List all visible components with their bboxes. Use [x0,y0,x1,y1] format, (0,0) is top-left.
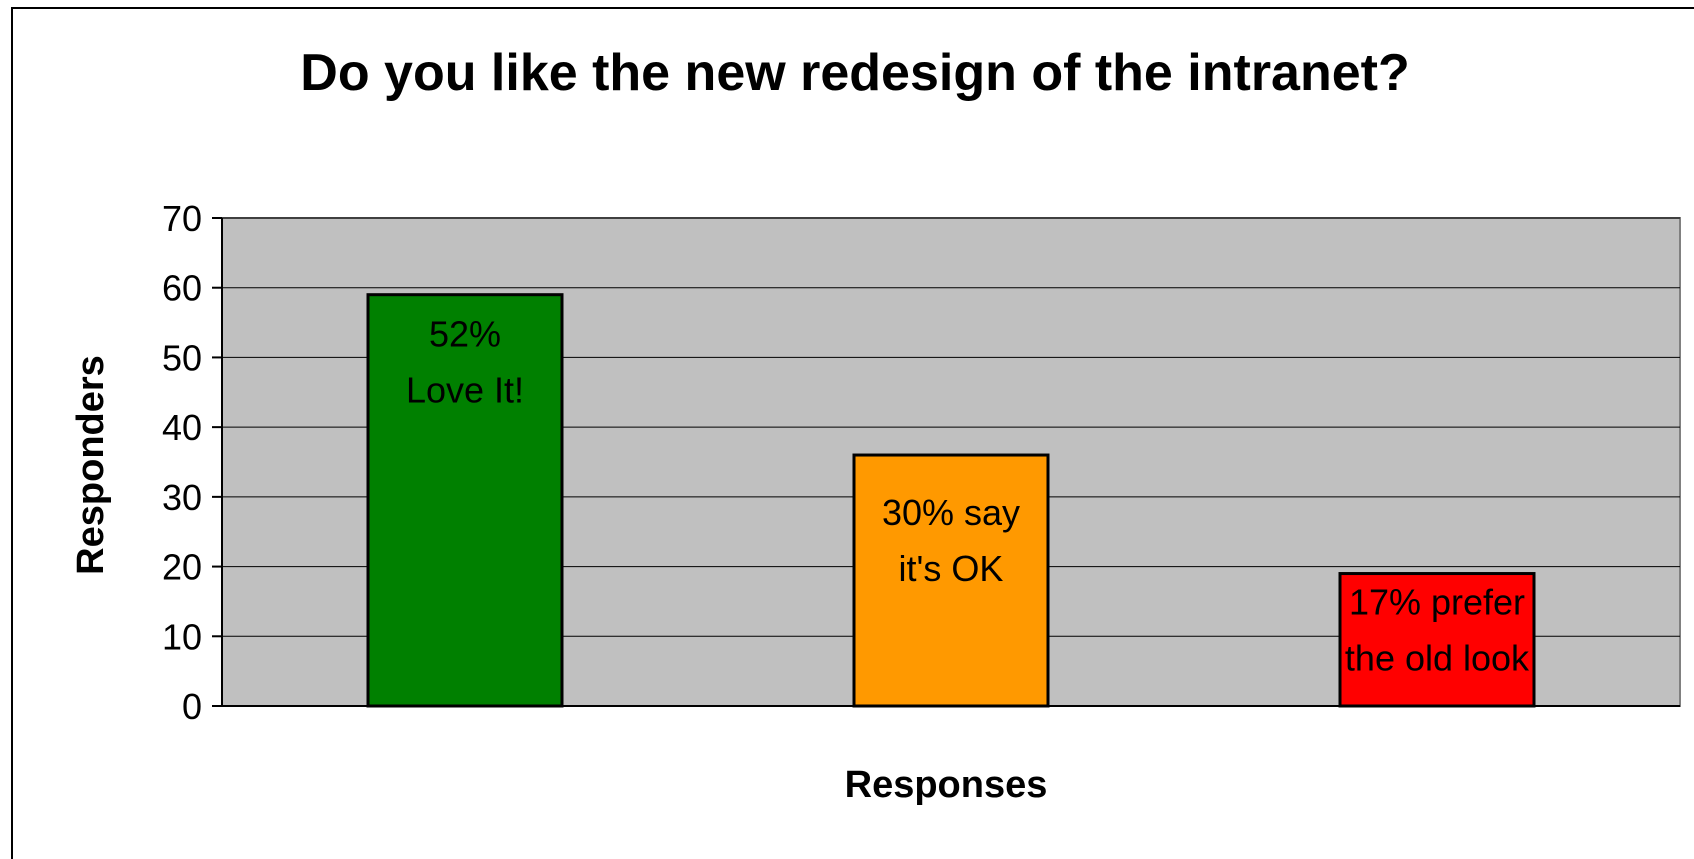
y-tick-label: 50 [162,337,202,378]
y-tick-label: 20 [162,547,202,588]
y-tick-label: 40 [162,407,202,448]
data-label-3-line-1: 17% prefer [1349,582,1525,623]
y-tick-label: 60 [162,268,202,309]
bars [366,293,1536,708]
data-label-3-line-2: the old look [1345,638,1530,679]
data-label-1-line-2: Love It! [406,370,524,411]
y-axis-title: Responders [70,355,112,575]
bar-1 [366,293,564,708]
data-label-1-line-1: 52% [429,314,501,355]
y-tick-label: 70 [162,198,202,239]
y-tick-label: 0 [182,686,202,727]
chart-title: Do you like the new redesign of the intr… [300,44,1409,102]
x-axis-title: Responses [845,764,1048,806]
bar-2 [852,453,1050,708]
y-axis-ticks: 0 10 20 30 40 50 60 70 [162,198,222,727]
bar-3 [1338,572,1536,708]
y-tick-label: 30 [162,477,202,518]
data-label-2-line-2: it's OK [899,548,1004,589]
y-tick-label: 10 [162,616,202,657]
data-label-2-line-1: 30% say [882,492,1020,533]
data-labels: 52% Love It! 30% say it's OK 17% prefer the o… [406,314,1530,679]
